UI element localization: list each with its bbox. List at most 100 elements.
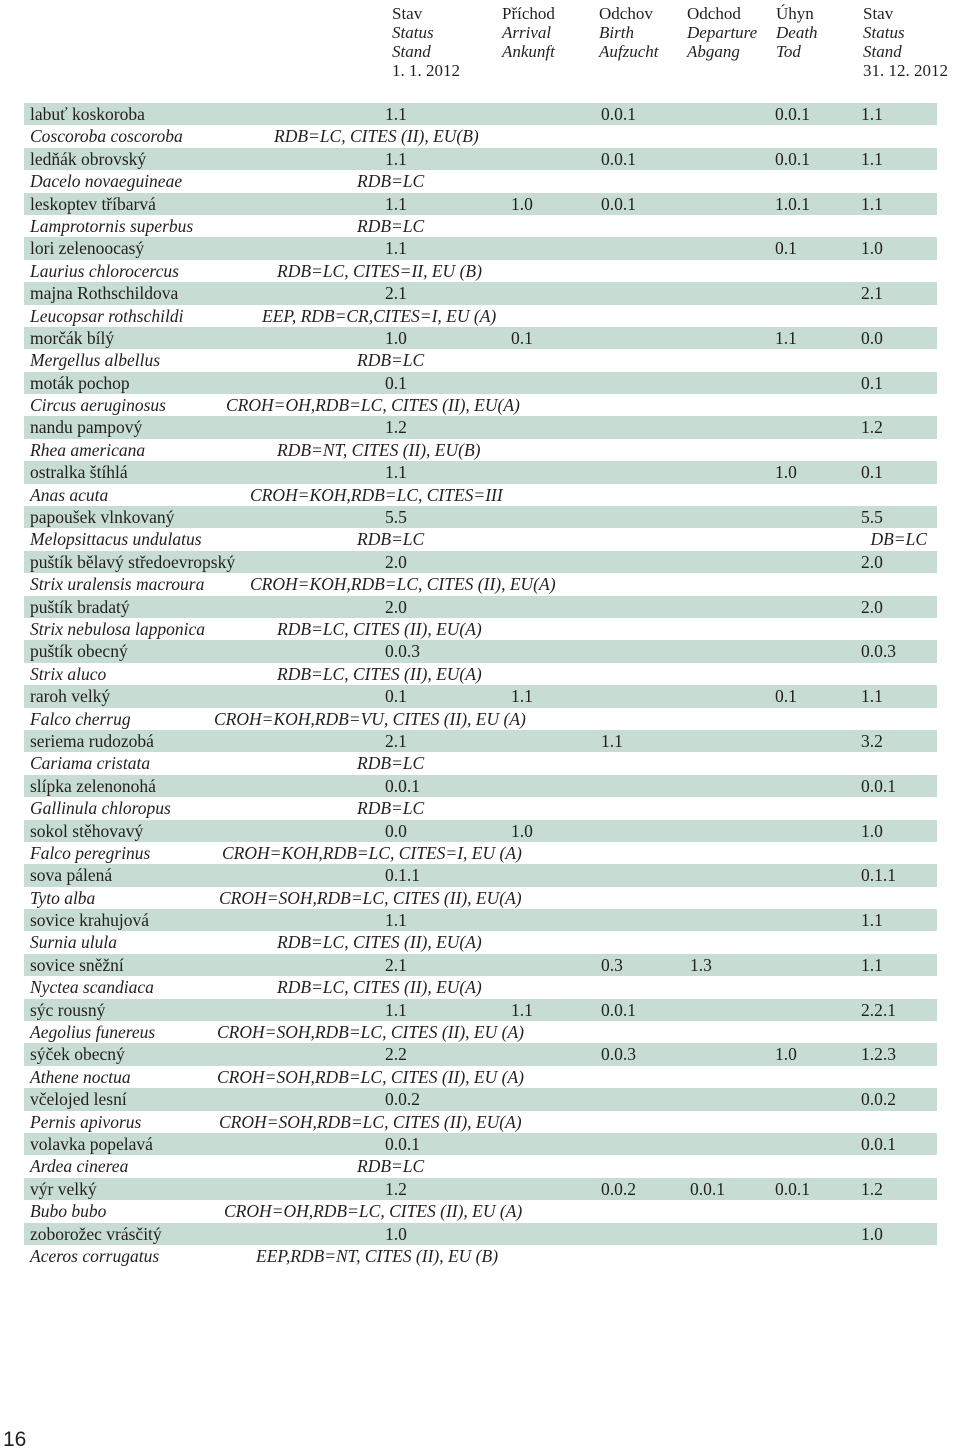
status-start-value: 1.1 (385, 999, 407, 1020)
birth-value: 0.0.2 (601, 1178, 636, 1199)
header-line (776, 61, 818, 80)
header-line (687, 61, 757, 80)
common-name: sýc rousný (30, 999, 106, 1020)
common-name: lori zelenoocasý (30, 238, 145, 259)
common-name: ledňák obrovský (30, 148, 147, 169)
status-start-value: 0.0.1 (385, 1133, 420, 1154)
latin-row: Leucopsar rothschildi EEP, RDB=CR,CITES=I… (24, 304, 937, 327)
latin-name: Strix nebulosa lapponica (30, 618, 205, 639)
death-value: 1.0 (775, 462, 797, 483)
status-end-value: 1.1 (861, 148, 883, 169)
table-row: sovice krahujová 1.1 1.1 (24, 909, 937, 932)
status-end-value: 2.0 (861, 596, 883, 617)
arrival-value: 1.1 (511, 999, 533, 1020)
status-end-value: 2.2.1 (861, 999, 896, 1020)
header-line: Odchod (687, 4, 741, 23)
protection-status: RDB=LC, CITES (II), EU(A) (277, 663, 482, 684)
birth-value: 0.0.1 (601, 104, 636, 124)
protection-status: RDB=LC (357, 215, 425, 236)
latin-name: Aceros corrugatus (30, 1245, 160, 1266)
table-row: leskoptev tříbarvá 1.1 1.0 0.0.1 1.0.1 1.1 (24, 192, 937, 215)
table-row: slípka zelenonohá 0.0.1 0.0.1 (24, 774, 937, 798)
common-name: slípka zelenonohá (30, 775, 156, 796)
common-name: puštík obecný (30, 641, 128, 662)
status-start-value: 0.1 (385, 372, 407, 393)
table-row: puštík obecný 0.0.3 0.0.3 (24, 640, 937, 663)
table-row: ledňák obrovský 1.1 0.0.1 0.0.1 1.1 (24, 147, 937, 171)
protection-status: RDB=LC (357, 529, 425, 550)
protection-status: RDB=LC, CITES (II), EU(A) (277, 618, 482, 639)
protection-status: CROH=SOH,RDB=LC, CITES (II), EU(A) (219, 1111, 522, 1132)
status-start-value: 1.1 (385, 910, 407, 931)
table-row: labuť koskoroba 1.1 0.0.1 0.0.1 1.1 (24, 103, 937, 126)
protection-status: CROH=OH,RDB=LC, CITES (II), EU(A) (226, 395, 520, 416)
latin-name: Surnia ulula (30, 932, 118, 953)
status-start-value: 2.0 (385, 551, 407, 572)
status-start-header: Stav Status Stand 1. 1. 2012 (392, 4, 460, 80)
common-name: nandu pampový (30, 417, 143, 438)
status-end-value: 1.1 (861, 910, 883, 931)
latin-row: Circus aeruginosus CROH=OH,RDB=LC, CITES … (24, 394, 937, 417)
latin-row: Aceros corrugatus EEP,RDB=NT, CITES (II),… (24, 1244, 937, 1268)
status-end-value: 0.1.1 (861, 865, 896, 886)
status-end-value: 0.0.1 (861, 1133, 896, 1154)
death-value: 0.0.1 (775, 1178, 810, 1199)
common-name: sovice krahujová (30, 910, 150, 931)
status-start-value: 2.1 (385, 283, 407, 304)
header-line: Arrival (502, 23, 552, 42)
latin-row: Strix uralensis macroura CROH=KOH,RDB=LC,… (24, 573, 937, 596)
protection-status: RDB=LC (357, 171, 425, 192)
page-number: 16 (3, 1428, 27, 1451)
latin-row: Ardea cinerea RDB=LC (24, 1155, 937, 1178)
latin-name: Lamprotornis superbus (30, 215, 194, 236)
header-line: Departure (687, 23, 758, 42)
latin-row: Lamprotornis superbus RDB=LC (24, 214, 937, 238)
latin-row: Gallinula chloropus RDB=LC (24, 797, 937, 820)
header-line: 31. 12. 2012 (863, 61, 948, 80)
status-start-value: 2.2 (385, 1044, 407, 1065)
latin-row: Falco cherrug CROH=KOH,RDB=VU, CITES (II)… (24, 707, 937, 730)
latin-name: Mergellus albellus (30, 350, 161, 371)
latin-name: Pernis apivorus (30, 1111, 142, 1132)
table-row: majna Rothschildova 2.1 2.1 (24, 282, 937, 305)
status-start-value: 1.1 (385, 238, 407, 259)
table-row: výr velký 1.2 0.0.2 0.0.1 0.0.1 1.2 (24, 1177, 937, 1201)
latin-row: Rhea americana RDB=NT, CITES (II), EU(B) (24, 438, 937, 462)
species-table: labuť koskoroba 1.1 0.0.1 0.0.1 1.1 Coscoroba… (24, 103, 937, 1268)
protection-status: RDB=LC, CITES (II), EU(A) (277, 932, 482, 953)
status-end-value: 2.0 (861, 551, 883, 572)
protection-status: RDB=LC, CITES=II, EU (B) (277, 260, 482, 281)
common-name: volavka popelavá (30, 1133, 153, 1154)
status-end-value: 5.5 (861, 507, 883, 528)
protection-status: EEP, RDB=CR,CITES=I, EU (A) (262, 305, 497, 326)
latin-name: Dacelo novaeguineae (30, 171, 183, 192)
latin-name: Circus aeruginosus (30, 395, 166, 416)
protection-status: CROH=SOH,RDB=LC, CITES (II), EU(A) (219, 887, 522, 908)
table-row: seriema rudozobá 2.1 1.1 3.2 (24, 729, 937, 753)
latin-row: Laurius chlorocercus RDB=LC, CITES=II, EU… (24, 259, 937, 283)
latin-row: Pernis apivorus CROH=SOH,RDB=LC, CITES (I… (24, 1110, 937, 1133)
status-end-value: 0.1 (861, 462, 883, 483)
common-name: sýček obecný (30, 1044, 125, 1065)
common-name: majna Rothschildova (30, 283, 179, 304)
header-line (599, 61, 659, 80)
table-row: papoušek vlnkovaný 5.5 5.5 (24, 506, 937, 529)
table-row: raroh velký 0.1 1.1 0.1 1.1 (24, 685, 937, 708)
header-line: Ankunft (502, 42, 555, 61)
protection-status: RDB=NT, CITES (II), EU(B) (277, 439, 481, 460)
header-line: 1. 1. 2012 (392, 61, 460, 80)
status-end-value: 1.2.3 (861, 1044, 896, 1065)
protection-status: CROH=SOH,RDB=LC, CITES (II), EU (A) (217, 1066, 524, 1087)
status-start-value: 5.5 (385, 507, 407, 528)
protection-status: RDB=LC, CITES (II), EU(A) (277, 977, 482, 998)
status-end-value: 1.2 (861, 1178, 883, 1199)
table-row: zoborožec vrásčitý 1.0 1.0 (24, 1222, 937, 1245)
latin-row: Surnia ulula RDB=LC, CITES (II), EU(A) (24, 931, 937, 954)
latin-name: Falco cherrug (30, 708, 131, 729)
table-row: sýc rousný 1.1 1.1 0.0.1 2.2.1 (24, 998, 937, 1022)
status-start-value: 0.0.1 (385, 775, 420, 796)
departure-value: 0.0.1 (690, 1178, 725, 1199)
latin-row: Strix nebulosa lapponica RDB=LC, CITES (I… (24, 617, 937, 641)
latin-row: Coscoroba coscoroba RDB=LC, CITES (II), E… (24, 125, 937, 148)
table-row: moták pochop 0.1 0.1 (24, 371, 937, 395)
